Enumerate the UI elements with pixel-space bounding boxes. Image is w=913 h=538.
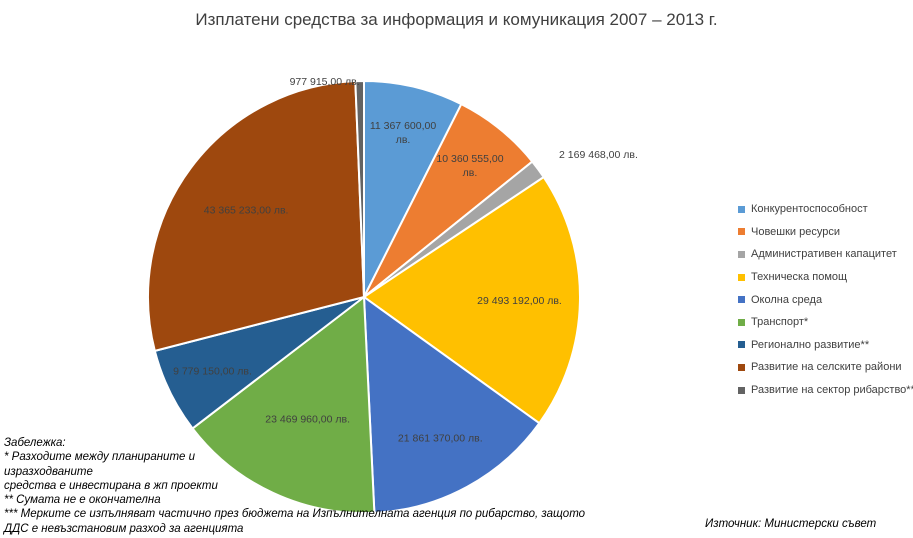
note-line-6: ДДС е невъзстановим разход за агенцията (4, 522, 244, 535)
data-label: 21 861 370,00 лв. (398, 432, 483, 444)
legend-swatch (738, 250, 745, 258)
legend-swatch (738, 341, 745, 349)
legend-label: Човешки ресурси (751, 225, 840, 238)
data-label: 23 469 960,00 лв. (265, 413, 350, 425)
legend-item: Административен капацитет (738, 243, 913, 266)
legend-label: Околна среда (751, 293, 823, 306)
notes-heading: Забележка: (4, 437, 66, 449)
pie-slice (362, 294, 541, 514)
legend-item: Техническа помощ (738, 266, 913, 289)
legend-swatch (738, 386, 745, 394)
note-line-3: средства е инвестирана в жп проекти (4, 479, 218, 492)
legend-item: Човешки ресурси (738, 221, 913, 244)
legend-label: Техническа помощ (751, 271, 848, 284)
legend-swatch (738, 318, 745, 326)
legend-label: Регионално развитие** (751, 338, 870, 351)
chart-title: Изплатени средства за информация и комун… (195, 10, 718, 29)
legend-swatch (738, 273, 745, 281)
legend-item: Развитие на сектор рибарство** (738, 379, 913, 402)
pie-slice (362, 175, 581, 425)
data-label: 43 365 233,00 лв. (204, 204, 289, 216)
legend-swatch (738, 363, 745, 371)
note-line-2: изразходваните (4, 465, 93, 478)
legend-label: Развитие на селските райони (751, 361, 902, 374)
data-label: 977 915,00 лв. (290, 76, 360, 88)
data-label: 9 779 150,00 лв. (173, 366, 252, 378)
legend-label: Развитие на сектор рибарство** (751, 384, 913, 397)
legend-label: Транспорт* (751, 316, 809, 329)
note-line-1: * Разходите между планираните и (4, 451, 196, 464)
source-note: Източник: Министерски съвет (705, 518, 877, 530)
legend-item: Конкурентоспособност (738, 198, 913, 221)
data-label: 11 367 600,00 лв. (370, 120, 437, 146)
data-labels: 11 367 600,00 лв. 10 360 555,00 лв. 2 169 46… (173, 76, 638, 444)
pie-slice (363, 79, 463, 298)
data-label: 2 169 468,00 лв. (559, 149, 638, 161)
legend-item: Развитие на селските райони (738, 356, 913, 379)
legend: Конкурентоспособност Човешки ресурси Админ… (738, 198, 913, 401)
legend-item: Транспорт* (738, 311, 913, 334)
legend-item: Околна среда (738, 288, 913, 311)
legend-label: Административен капацитет (751, 248, 897, 261)
pie-slices (147, 79, 581, 514)
legend-label: Конкурентоспособност (751, 203, 868, 216)
note-line-4: ** Сумата не е окончателна (4, 494, 161, 507)
pie-slice (147, 80, 366, 353)
legend-swatch (738, 228, 745, 236)
note-line-5: *** Мерките се изпълняват частично през … (4, 508, 586, 521)
legend-swatch (738, 205, 745, 213)
pie-slice (191, 295, 376, 514)
data-label: 29 493 192,00 лв. (477, 295, 562, 307)
legend-item: Регионално развитие** (738, 334, 913, 357)
legend-swatch (738, 296, 745, 304)
pie-slice (354, 79, 365, 298)
notes-block: Забележка: * Разходите между планираните… (4, 436, 585, 536)
data-label: 10 360 555,00 лв. (436, 153, 503, 179)
